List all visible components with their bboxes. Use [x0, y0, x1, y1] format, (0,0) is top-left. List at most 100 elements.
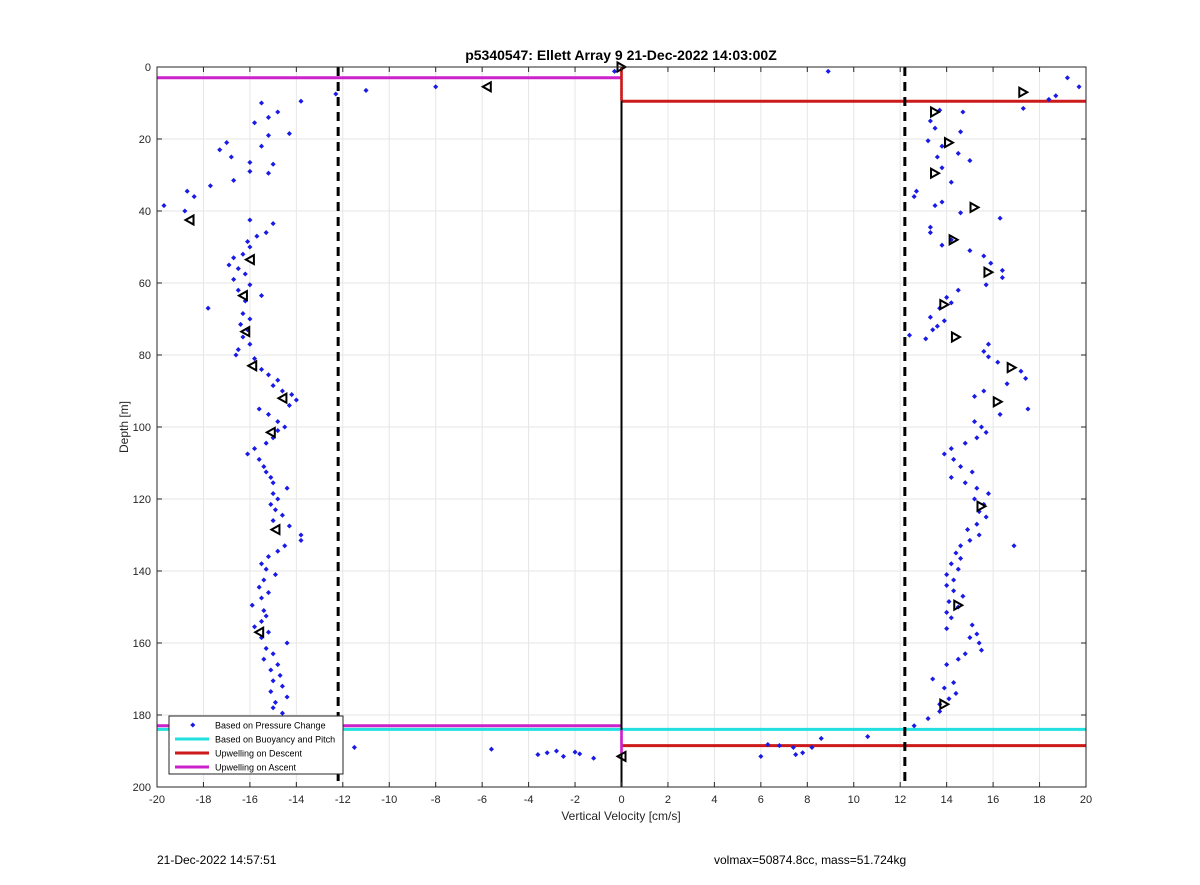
pressure-change-point: [969, 622, 975, 628]
pressure-change-point: [298, 532, 304, 538]
pressure-change-point: [270, 383, 276, 389]
triangle-marker: [264, 426, 276, 439]
pressure-change-point: [488, 746, 494, 752]
pressure-change-point: [265, 114, 272, 120]
x-tick-label: -6: [477, 794, 487, 806]
pressure-change-point: [944, 294, 950, 300]
x-tick-label: -18: [195, 794, 211, 806]
pressure-change-point: [258, 595, 265, 601]
triangle-marker: [969, 201, 981, 214]
pressure-change-point: [286, 402, 292, 408]
pressure-change-point: [247, 341, 253, 347]
pressure-change-point: [265, 132, 272, 138]
pressure-change-point: [946, 599, 952, 605]
axis-ticks: -20 -18 -16 -14 -12 -10 -8 -6 -4 -2 0 2 4 6 8 10 12 14 16 1…: [133, 62, 1092, 806]
pressure-change-point: [263, 469, 269, 475]
pressure-change-point: [985, 491, 992, 497]
pressure-change-point: [235, 266, 241, 272]
pressure-change-point: [960, 109, 966, 115]
pressure-change-point: [951, 588, 957, 594]
pressure-change-point: [275, 419, 281, 425]
triangle-marker: [239, 325, 251, 338]
pressure-change-point: [932, 203, 938, 209]
pressure-change-point: [275, 662, 281, 668]
pressure-change-point: [240, 311, 246, 317]
pressure-change-point: [941, 451, 947, 457]
pressure-change-point: [351, 744, 357, 750]
pressure-change-point: [932, 125, 938, 131]
pressure-change-point: [268, 474, 274, 480]
pressure-change-point: [251, 446, 258, 452]
pressure-change-point: [433, 84, 439, 90]
pressure-change-point: [275, 377, 281, 383]
pressure-change-point: [184, 188, 190, 194]
pressure-change-point: [967, 248, 973, 254]
pressure-change-point: [279, 512, 285, 518]
y-tick-label: 0: [145, 62, 151, 74]
pressure-change-point: [535, 752, 541, 758]
triangle-marker: [992, 395, 1004, 409]
x-tick-label: -4: [524, 794, 534, 806]
pressure-change-point: [951, 456, 957, 462]
pressure-change-point: [953, 550, 959, 556]
pressure-change-point: [1064, 75, 1070, 81]
y-tick-label: 140: [133, 566, 151, 578]
y-axis-label: Depth [m]: [117, 401, 131, 453]
pressure-change-point: [941, 685, 947, 691]
pressure-change-point: [268, 501, 274, 507]
x-tick-label: 4: [711, 794, 717, 806]
pressure-change-point: [572, 749, 578, 755]
pressure-change-point: [1076, 84, 1082, 90]
pressure-change-point: [289, 392, 295, 398]
legend-label: Based on Buoyancy and Pitch: [215, 735, 335, 745]
pressure-change-point: [228, 154, 234, 160]
pressure-change-point: [800, 750, 806, 756]
pressure-change-point: [270, 705, 276, 711]
x-tick-label: 8: [804, 794, 810, 806]
pressure-change-point: [981, 388, 987, 394]
pressure-change-point: [235, 287, 241, 293]
pressure-change-point: [997, 411, 1003, 417]
pressure-change-point: [965, 527, 971, 533]
pressure-change-point: [272, 572, 278, 578]
pressure-change-point: [1023, 375, 1029, 381]
legend-label: Upwelling on Descent: [215, 749, 303, 759]
x-tick-label: -20: [149, 794, 165, 806]
pressure-change-point: [971, 393, 978, 399]
pressure-change-point: [224, 140, 230, 146]
timestamp-footer: 21-Dec-2022 14:57:51: [157, 853, 277, 867]
pressure-change-point: [967, 537, 973, 543]
y-tick-label: 20: [139, 134, 151, 146]
pressure-change-point: [217, 147, 223, 153]
pressure-change-point: [245, 239, 251, 245]
pressure-change-point: [251, 624, 258, 630]
pressure-change-point: [261, 577, 267, 583]
pressure-change-point: [1004, 381, 1010, 387]
y-tick-label: 180: [133, 710, 151, 722]
pressure-change-point: [960, 593, 966, 599]
pressure-change-point: [261, 608, 267, 614]
y-tick-label: 60: [139, 278, 151, 290]
pressure-change-point: [955, 150, 961, 156]
pressure-change-point: [948, 300, 954, 306]
pressure-change-point: [270, 161, 276, 167]
pressure-change-point: [981, 348, 987, 354]
pressure-change-point: [948, 615, 954, 621]
pressure-change-point: [951, 577, 957, 583]
pressure-change-point: [182, 208, 188, 214]
pressure-change-point: [284, 640, 290, 646]
pressure-change-point: [948, 179, 954, 185]
pressure-change-point: [978, 647, 985, 653]
pressure-change-point: [939, 242, 945, 248]
pressure-change-point: [261, 464, 267, 470]
pressure-change-point: [983, 514, 989, 520]
pressure-change-point: [275, 428, 281, 434]
pressure-change-point: [988, 260, 994, 266]
triangle-marker: [236, 289, 248, 302]
chart-title: p5340547: Ellett Array 9 21-Dec-2022 14:…: [465, 47, 777, 63]
pressure-change-point: [258, 143, 265, 149]
pressure-change-point: [231, 276, 237, 282]
y-tick-label: 120: [133, 494, 151, 506]
pressure-change-point: [793, 752, 799, 758]
pressure-change-point: [282, 543, 288, 549]
